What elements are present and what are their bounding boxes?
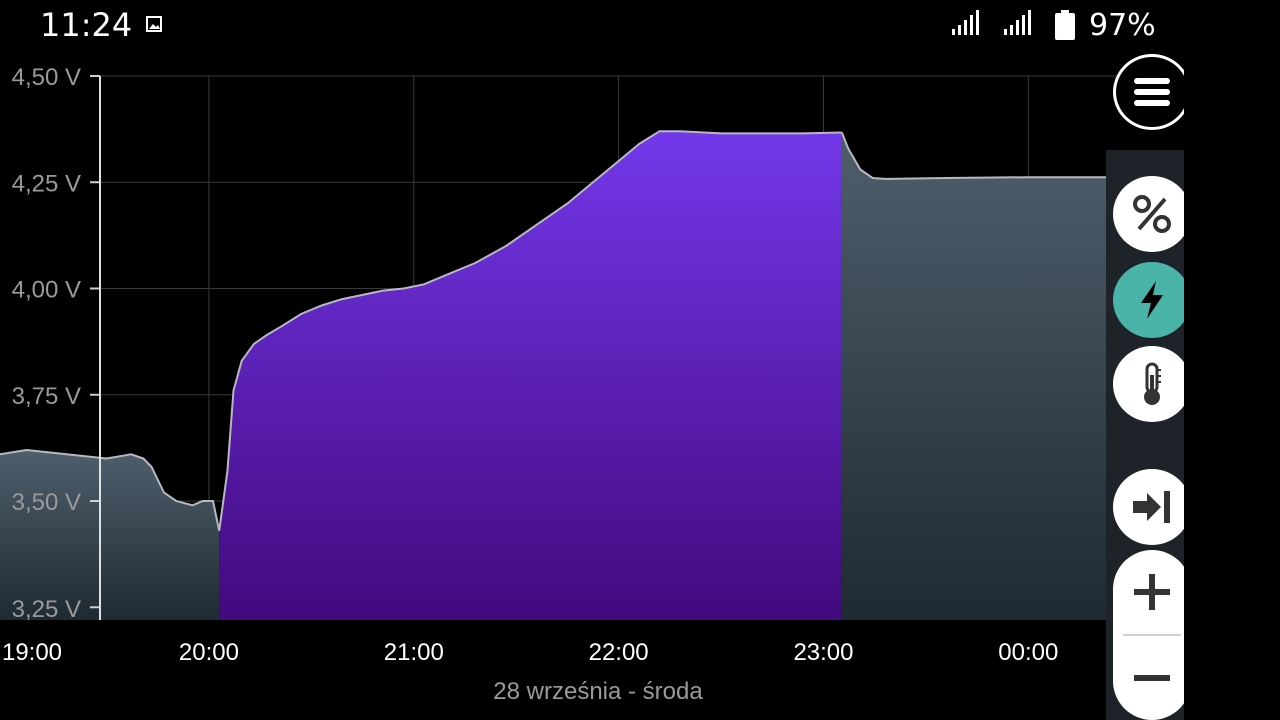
zoom-in-button[interactable] <box>1113 550 1184 634</box>
signal-icon <box>952 10 979 35</box>
series-line-discharging <box>840 132 1184 180</box>
image-notification-icon <box>146 16 162 32</box>
voltage-icon <box>1141 281 1163 319</box>
x-tick-label: 23:00 <box>793 639 853 666</box>
zoom-out-icon <box>1134 675 1170 681</box>
signal-icon <box>1004 10 1031 35</box>
y-tick-label: 4,00 V <box>12 277 81 304</box>
x-tick-label: 21:00 <box>384 639 444 666</box>
chart-axis <box>90 75 101 620</box>
y-tick-label: 3,25 V <box>12 596 81 623</box>
scroll-to-end-button[interactable] <box>1113 469 1184 545</box>
status-time: 11:24 <box>40 6 133 44</box>
x-tick-label: 19:00 <box>2 639 62 666</box>
y-tick-label: 4,50 V <box>12 64 81 91</box>
x-tick-label: 22:00 <box>589 639 649 666</box>
x-axis-label: 28 września - środa <box>493 678 703 705</box>
y-tick-label: 3,50 V <box>12 489 81 516</box>
battery-percent: 97% <box>1089 8 1156 43</box>
zoom-in-icon <box>1134 574 1170 610</box>
x-tick-label: 00:00 <box>998 639 1058 666</box>
series-area-discharging <box>841 132 1184 620</box>
temperature-icon <box>1144 362 1161 405</box>
series-area-discharging <box>0 450 220 620</box>
percent-icon <box>1133 195 1171 233</box>
chart-series <box>0 130 1184 620</box>
scroll-to-end-icon <box>1133 491 1170 523</box>
zoom-divider <box>1123 634 1181 636</box>
series-area-charging <box>219 131 842 620</box>
temperature-button[interactable] <box>1113 346 1184 422</box>
battery-icon <box>1055 10 1075 40</box>
menu-button[interactable] <box>1113 54 1184 130</box>
series-line-discharging <box>0 448 221 532</box>
y-tick-label: 4,25 V <box>12 170 81 197</box>
y-tick-label: 3,75 V <box>12 383 81 410</box>
x-axis-ticks: 19:00 20:00 21:00 22:00 23:00 00:00 <box>2 639 1058 666</box>
menu-icon <box>1134 78 1170 106</box>
x-tick-label: 20:00 <box>179 639 239 666</box>
status-bar: 11:24 97% <box>0 0 1280 52</box>
y-axis-ticks: 3,25 V 3,50 V 3,75 V 4,00 V 4,25 V 4,50 V <box>12 64 81 623</box>
zoom-control <box>1113 550 1184 720</box>
voltage-button[interactable] <box>1113 262 1184 338</box>
percent-button[interactable] <box>1113 176 1184 252</box>
series-line-charging <box>218 130 842 531</box>
toolbar <box>1100 40 1184 720</box>
zoom-out-button[interactable] <box>1113 636 1184 720</box>
